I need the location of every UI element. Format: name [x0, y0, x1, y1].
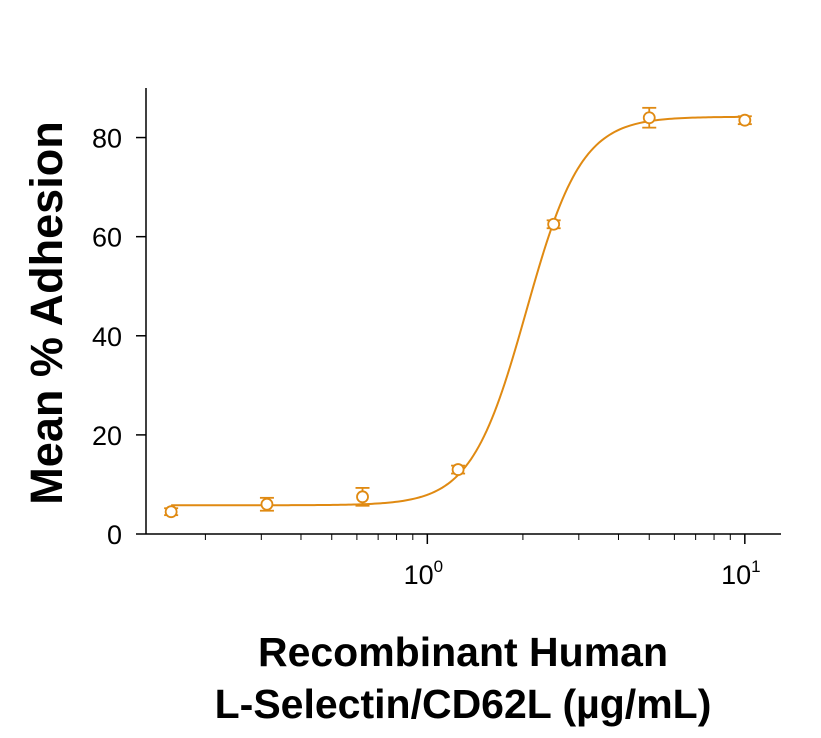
y-tick-label: 0 [107, 520, 122, 550]
y-tick-label: 40 [92, 322, 122, 352]
data-point [451, 463, 466, 476]
point-marker [547, 217, 561, 231]
data-points [164, 106, 752, 519]
x-axis-label-line-1: Recombinant Human [258, 629, 668, 675]
point-marker [260, 497, 274, 511]
y-axis-label: Mean % Adhesion [21, 121, 72, 504]
point-marker [642, 111, 656, 125]
x-axis-label-line-2: L-Selectin/CD62L (µg/mL) [215, 681, 712, 727]
data-point [355, 487, 370, 507]
point-marker [356, 490, 369, 504]
x-tick-label: 101 [721, 557, 761, 590]
x-tick-label: 100 [404, 557, 444, 590]
y-tick-label: 80 [92, 124, 122, 154]
data-point [546, 217, 561, 231]
ticks: 0 20 40 60 80 100 101 [92, 124, 761, 590]
data-point [259, 496, 274, 512]
data-point [642, 106, 657, 129]
fit-curve [171, 115, 745, 507]
point-marker [164, 505, 178, 519]
axes [145, 88, 781, 535]
data-point [737, 113, 752, 127]
y-tick-label: 20 [92, 421, 122, 451]
y-tick-label: 60 [92, 223, 122, 253]
point-marker [451, 463, 465, 476]
point-marker [738, 113, 752, 127]
data-point [164, 505, 179, 519]
